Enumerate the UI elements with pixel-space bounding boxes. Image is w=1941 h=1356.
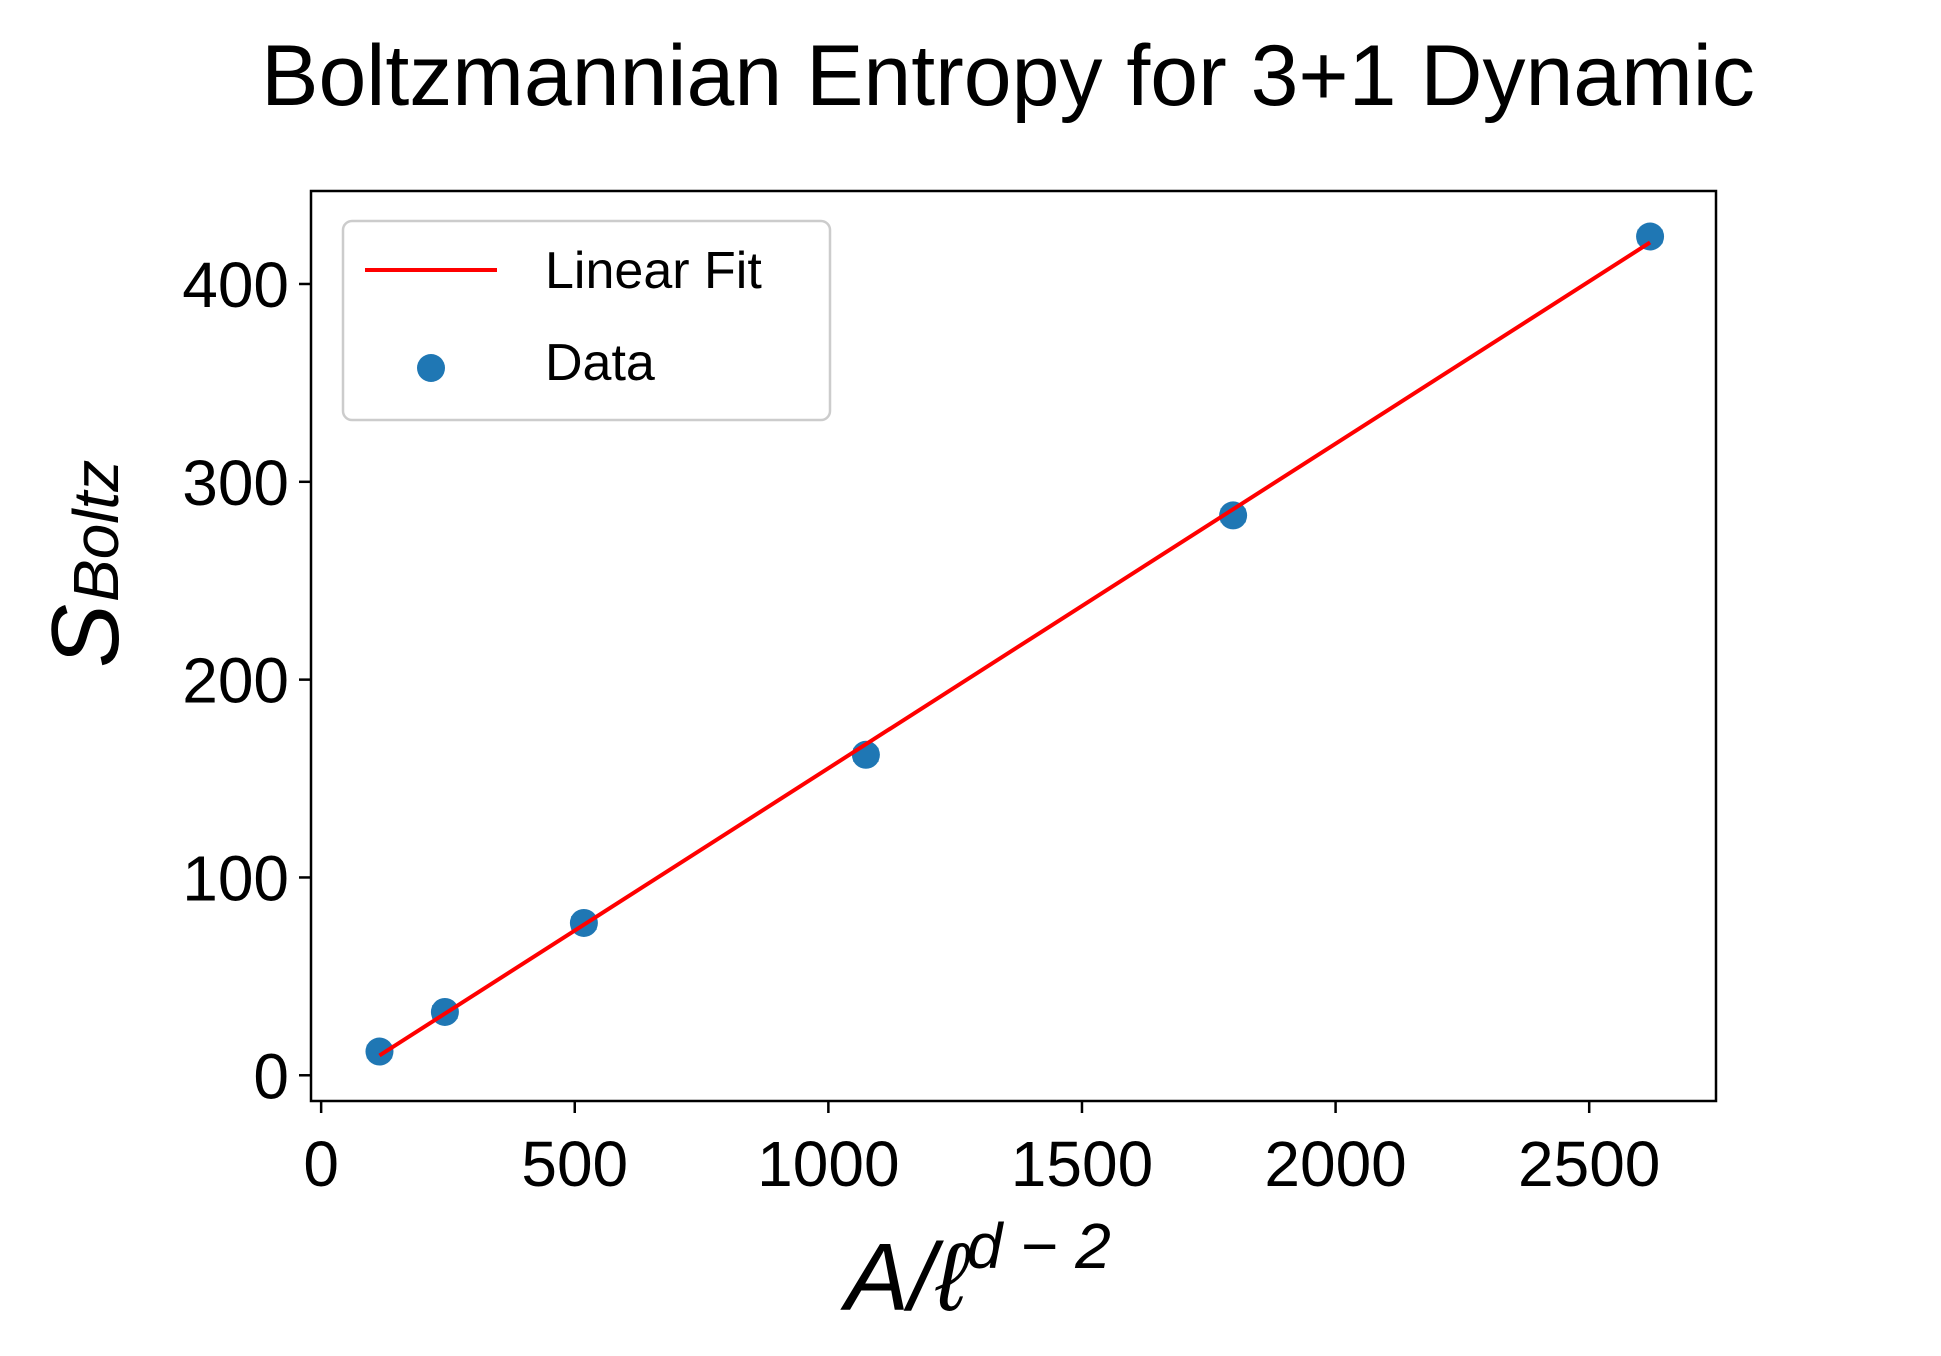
x-tick-label: 1500 bbox=[1011, 1128, 1153, 1200]
data-point bbox=[1219, 501, 1248, 530]
y-axis-label-base: S bbox=[32, 604, 139, 668]
y-tick-label: 400 bbox=[182, 249, 289, 321]
plot-marks bbox=[365, 222, 1665, 1066]
y-tick-label: 0 bbox=[253, 1040, 289, 1112]
x-tick-label: 2000 bbox=[1264, 1128, 1406, 1200]
y-tick-label: 100 bbox=[182, 842, 289, 914]
x-axis-label: A/ℓd − 2 bbox=[840, 1210, 1111, 1331]
y-axis-label: SBoltz bbox=[32, 460, 139, 668]
chart-title: Boltzmannian Entropy for 3+1 Dynamic bbox=[261, 28, 1755, 124]
x-axis: 0 500 1000 1500 2000 2500 bbox=[303, 1101, 1660, 1200]
y-axis-label-subscript: Boltz bbox=[60, 460, 132, 602]
y-tick-label: 300 bbox=[182, 447, 289, 519]
x-axis-label-superscript: d − 2 bbox=[967, 1210, 1111, 1282]
y-axis: 0 100 200 300 400 bbox=[182, 249, 311, 1112]
legend-data-label: Data bbox=[545, 334, 655, 392]
x-tick-label: 0 bbox=[303, 1128, 339, 1200]
legend-linear-fit-label: Linear Fit bbox=[545, 242, 762, 300]
data-point bbox=[1636, 222, 1665, 251]
x-tick-label: 500 bbox=[521, 1128, 628, 1200]
y-tick-label: 200 bbox=[182, 645, 289, 717]
x-tick-label: 2500 bbox=[1518, 1128, 1660, 1200]
x-axis-label-base: A/ℓ bbox=[840, 1224, 971, 1331]
linear-fit-line bbox=[378, 240, 1652, 1058]
legend: Linear Fit Data bbox=[341, 219, 832, 422]
legend-data-swatch bbox=[417, 354, 445, 382]
data-point bbox=[365, 1037, 394, 1066]
x-tick-label: 1000 bbox=[757, 1128, 899, 1200]
